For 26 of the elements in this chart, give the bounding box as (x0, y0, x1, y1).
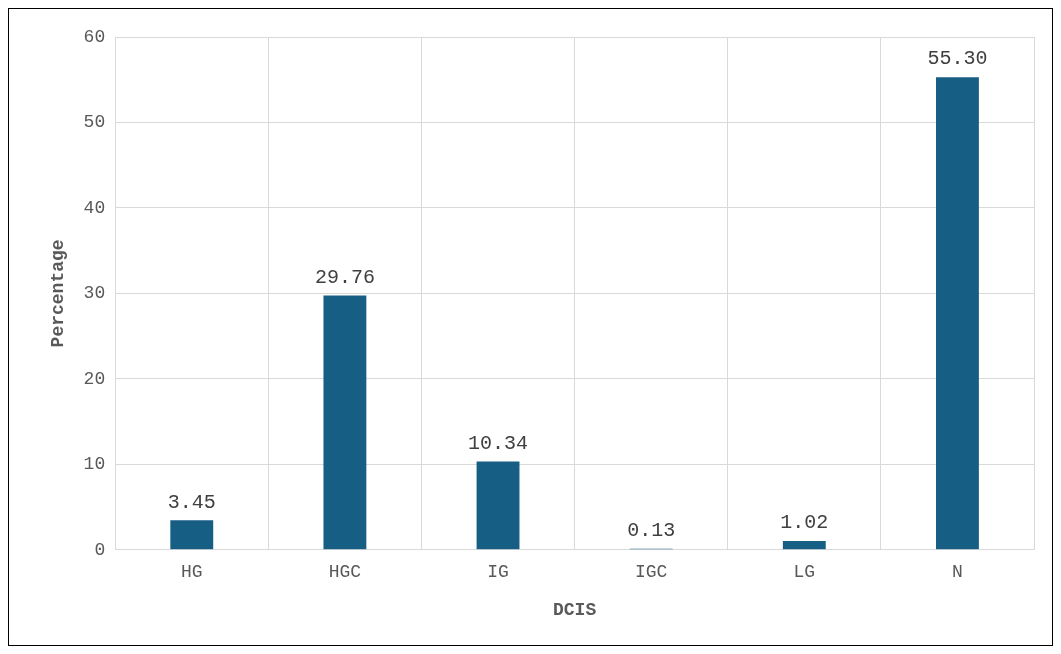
x-tick-label: HGC (328, 562, 362, 583)
data-label: 10.34 (468, 431, 529, 455)
y-tick-label: 30 (83, 283, 106, 304)
x-tick-label: IG (487, 562, 509, 583)
bar (170, 520, 214, 550)
bar (476, 461, 520, 550)
bar (323, 295, 367, 550)
y-tick-label: 40 (83, 197, 106, 218)
bar (936, 77, 979, 550)
x-tick-label: HG (180, 562, 203, 583)
data-label: 0.13 (627, 518, 676, 542)
y-axis-title: Percentage (48, 239, 69, 348)
data-label: 55.30 (927, 47, 988, 71)
x-tick-label: N (952, 562, 963, 583)
y-tick-label: 20 (83, 368, 106, 389)
y-tick-label: 50 (83, 112, 106, 133)
bar (782, 541, 826, 550)
data-label: 1.02 (780, 511, 829, 535)
x-tick-label: LG (793, 562, 816, 583)
data-label: 3.45 (167, 490, 216, 514)
y-tick-label: 0 (94, 539, 106, 560)
data-label: 29.76 (314, 265, 375, 289)
y-tick-label: 10 (83, 454, 106, 475)
x-axis-title: DCIS (552, 599, 597, 620)
y-tick-label: 60 (83, 26, 106, 47)
x-tick-label: IGC (634, 562, 668, 583)
